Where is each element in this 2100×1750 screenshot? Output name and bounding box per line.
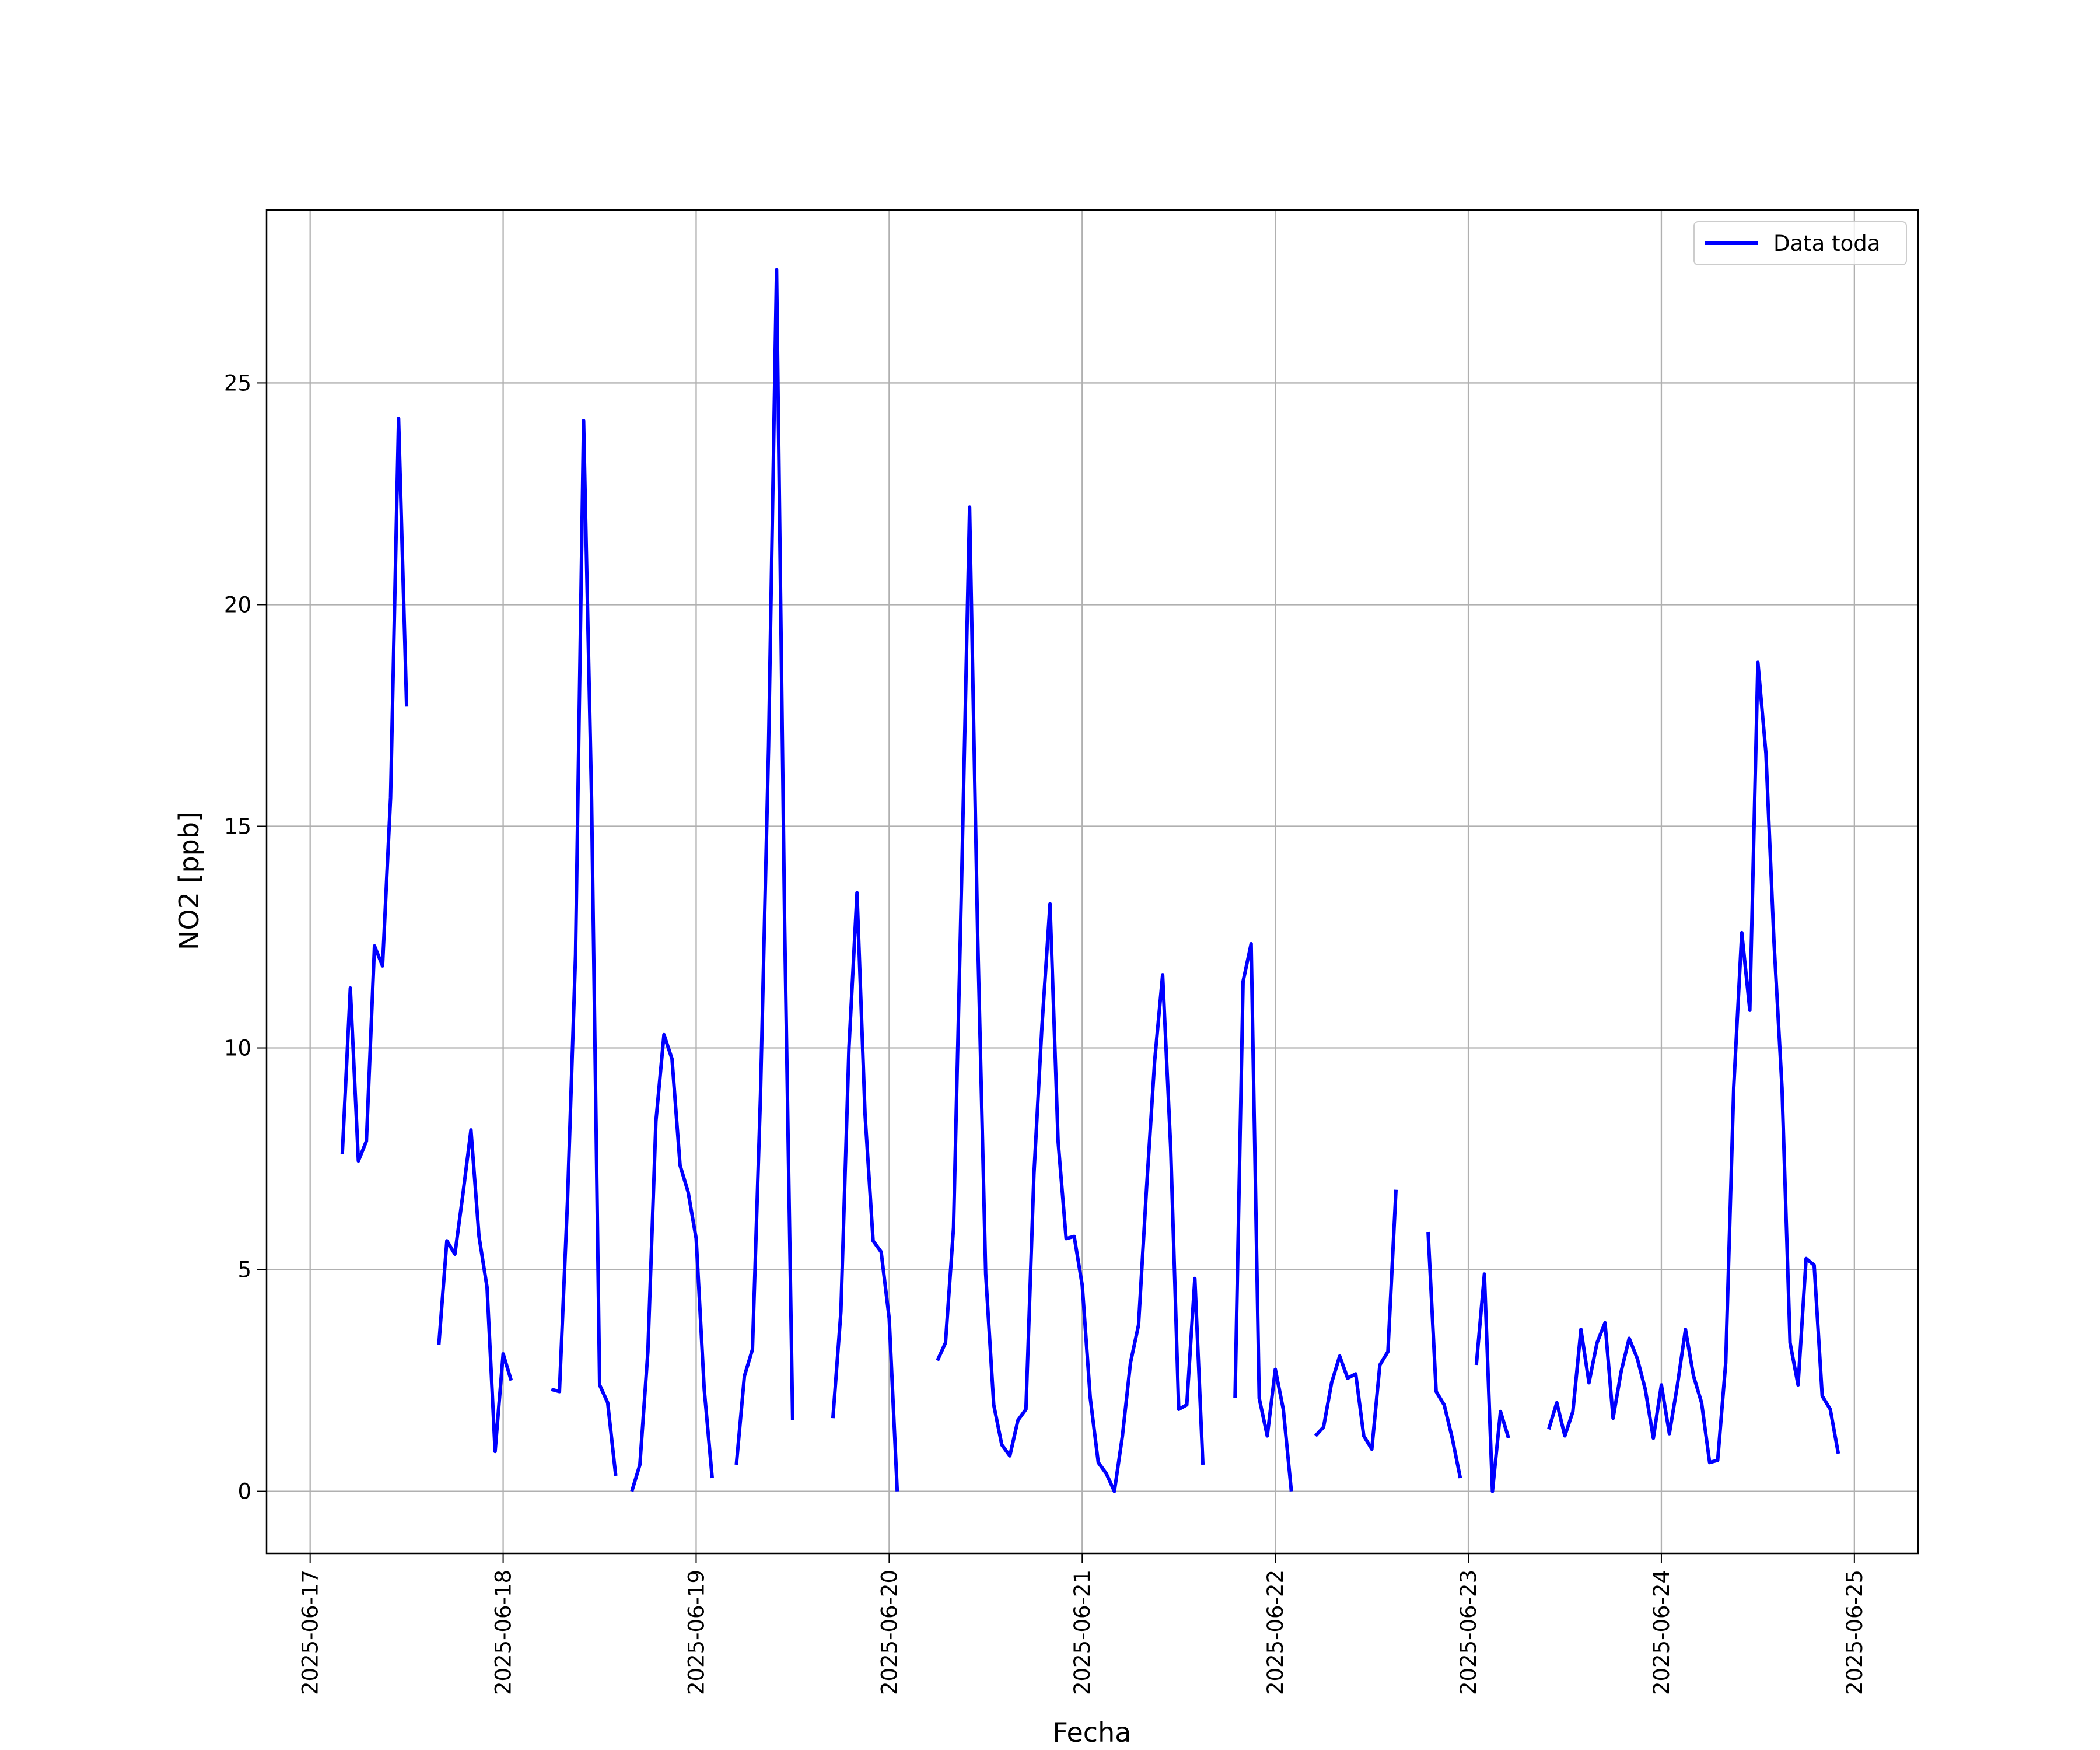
- x-tick-label: 2025-06-21: [1070, 1570, 1095, 1695]
- y-tick-label: 5: [237, 1258, 251, 1283]
- x-tick-label: 2025-06-20: [877, 1570, 902, 1695]
- x-tick-label: 2025-06-25: [1842, 1570, 1867, 1695]
- x-tick-label: 2025-06-19: [684, 1570, 709, 1695]
- axes-frame: [265, 209, 1919, 1555]
- y-tick-label: 10: [224, 1035, 251, 1060]
- legend-label: Data toda: [1773, 231, 1880, 256]
- y-tick-label: 0: [237, 1479, 251, 1504]
- y-axis-label: NO2 [ppb]: [173, 811, 205, 950]
- x-tick-label: 2025-06-23: [1456, 1570, 1481, 1695]
- data-line: [340, 268, 1840, 1493]
- x-axis-label: Fecha: [1053, 1717, 1132, 1748]
- legend: Data toda: [1693, 221, 1907, 265]
- x-tick-label: 2025-06-24: [1649, 1570, 1674, 1695]
- x-tick-label: 2025-06-22: [1263, 1570, 1288, 1695]
- x-tick-label: 2025-06-18: [491, 1570, 516, 1695]
- x-tick-label: 2025-06-17: [298, 1570, 323, 1695]
- y-tick-label: 25: [224, 370, 251, 396]
- y-tick-label: 15: [224, 814, 251, 839]
- y-tick-label: 20: [224, 592, 251, 617]
- legend-box: [1693, 221, 1907, 265]
